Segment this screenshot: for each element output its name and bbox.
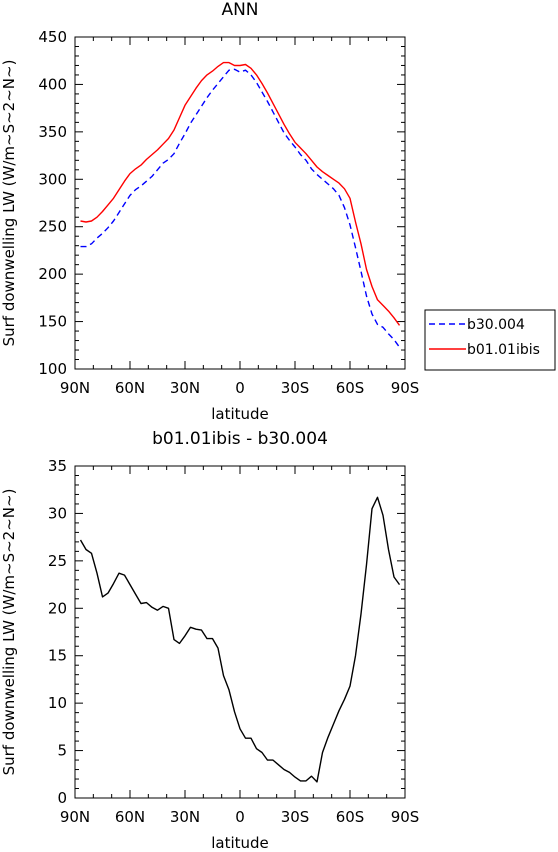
bottom-x-tick-label: 30S [281,808,310,826]
top-chart-title: ANN [221,0,258,20]
bottom-series-lines [79,496,401,783]
top-y-tick-label: 150 [38,313,67,331]
top-y-tick-label: 300 [38,170,67,188]
bottom-x-axis-label: latitude [211,834,269,852]
top-chart-panel: ANN 90N 60N 30N 0 30S 60S 90S 100 150 200 250 300 35… [0,0,419,423]
top-series-lines [80,61,401,348]
bottom-y-tick-label: 35 [48,457,67,475]
bottom-x-tick-label: 60S [336,808,365,826]
bottom-y-tick-label: 20 [48,599,67,617]
bottom-x-tick-label: 90S [391,808,420,826]
bottom-x-tick-label: 0 [235,808,245,826]
bottom-y-tick-label: 15 [48,647,67,665]
bottom-x-tick-label: 60N [115,808,145,826]
top-x-tick-label: 30N [170,379,200,397]
top-y-axis-label: Surf downwelling LW (W/m~S~2~N~) [0,60,18,347]
bottom-x-tick-label: 90N [60,808,90,826]
top-y-tick-label: 350 [38,123,67,141]
bottom-plot-frame [74,465,406,799]
bottom-y-tick-label: 25 [48,552,67,570]
top-y-tick-label: 400 [38,75,67,93]
top-x-tick-label: 90S [391,379,420,397]
top-y-tick-label: 100 [38,360,67,378]
top-y-tick-label: 200 [38,265,67,283]
legend-label-b01-01ibis: b01.01ibis [467,342,540,358]
top-x-tick-label: 30S [281,379,310,397]
top-x-tick-label: 60N [115,379,145,397]
legend-label-b30-004: b30.004 [467,317,525,333]
top-x-axis-label: latitude [211,405,269,423]
top-x-tick-label: 90N [60,379,90,397]
top-series-line-b01-01ibis [80,61,401,326]
bottom-y-tick-label: 0 [57,789,67,807]
bottom-chart-title: b01.01ibis - b30.004 [152,429,328,449]
legend: b30.004 b01.01ibis [424,309,556,371]
top-x-tick-label: 60S [336,379,365,397]
bottom-y-tick-label: 10 [48,694,67,712]
bottom-axis-ticks: 90N 60N 30N 0 30S 60S 90S 0 5 10 15 20 25 30 35 [48,457,419,826]
bottom-y-tick-label: 30 [48,504,67,522]
top-y-tick-label: 450 [38,28,67,46]
bottom-chart-panel: b01.01ibis - b30.004 90N 60N 30N 0 30S 60S 90S… [0,429,419,852]
top-y-tick-label: 250 [38,218,67,236]
legend-box [424,309,556,371]
bottom-y-tick-label: 5 [57,742,67,760]
top-x-tick-label: 0 [235,379,245,397]
bottom-y-axis-label: Surf downwelling LW (W/m~S~2~N~) [0,489,18,776]
top-axis-ticks: 90N 60N 30N 0 30S 60S 90S 100 150 200 250 300 350 400… [38,28,419,397]
bottom-x-tick-label: 30N [170,808,200,826]
bottom-series-line-difference [79,496,401,783]
